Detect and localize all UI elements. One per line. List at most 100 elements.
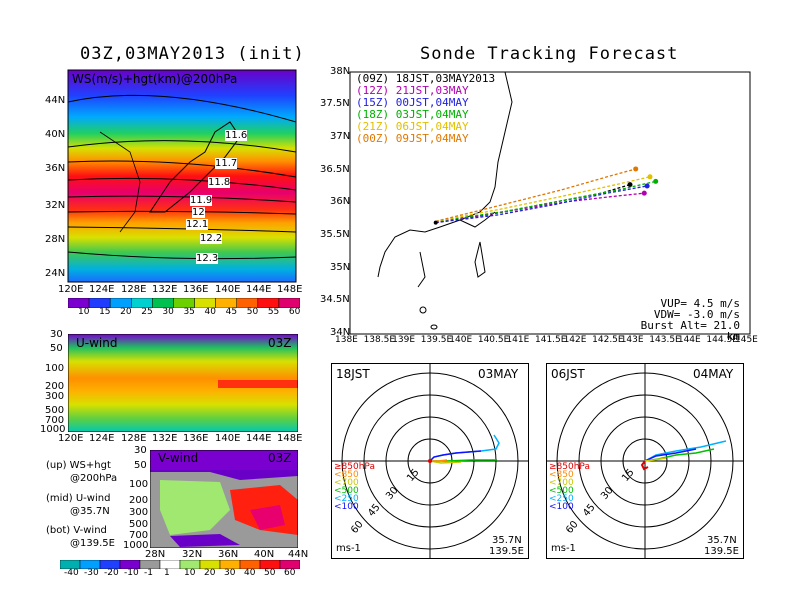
v-y-label: 200 xyxy=(129,495,149,506)
coastline xyxy=(417,251,426,288)
level-entry: ≥850hPa xyxy=(334,462,375,472)
colorbar-label: 20 xyxy=(204,568,216,578)
track-x-label: 140E xyxy=(449,335,473,345)
track-y-label: 37.5N xyxy=(320,98,350,109)
left-title: 03Z,03MAY2013 (init) xyxy=(80,44,305,64)
vup-value: VUP= 4.5 m/s xyxy=(660,297,740,310)
hodo-right-lat: 35.7N xyxy=(707,535,737,546)
track-x-label: 142E xyxy=(563,335,587,345)
track-endpoint xyxy=(644,183,650,189)
contour-label: 12.2 xyxy=(200,233,223,244)
island xyxy=(430,324,438,330)
lat-label: 44N xyxy=(45,95,66,106)
track-y-label: 36.5N xyxy=(320,164,350,175)
u-wind-time: 03Z xyxy=(268,336,292,350)
v-y-label: 300 xyxy=(129,507,149,518)
u-y-label: 30 xyxy=(50,329,63,340)
v-colorbar-labels: -40 -30 -20 -10 -1 1 10 20 30 40 50 60 xyxy=(60,568,310,580)
level-entry: <500 xyxy=(334,486,359,496)
legend-entry: (09Z) 18JST,03MAY2013 xyxy=(356,72,496,85)
track-endpoint xyxy=(627,182,633,188)
v-y-label: 100 xyxy=(129,479,149,490)
track-x-label: 141.5E xyxy=(535,335,567,345)
u-y-label: 50 xyxy=(50,343,63,354)
track-x-label: 141E xyxy=(506,335,530,345)
u-y-label: 300 xyxy=(45,391,65,402)
v-wind-panel xyxy=(150,450,298,548)
level-entry: <700 xyxy=(549,478,574,488)
v-y-label: 700 xyxy=(129,530,149,541)
u-y-label: 1000 xyxy=(40,424,66,435)
hodo-right-units: ms-1 xyxy=(551,543,576,554)
track-x-label: 139E xyxy=(392,335,416,345)
v-x-label: 36N xyxy=(218,549,239,560)
track-y-label: 35N xyxy=(330,262,351,273)
colorbar-label: 20 xyxy=(120,307,132,317)
track-line xyxy=(435,168,636,222)
lon-label: 144E xyxy=(246,284,272,295)
lon-label: 132E xyxy=(152,284,178,295)
lat-label: 24N xyxy=(45,268,66,279)
contour-label: 12.3 xyxy=(196,253,219,264)
contour-label: 11.6 xyxy=(225,130,248,141)
contour-label: 12.1 xyxy=(186,219,209,230)
level-entry: <250 xyxy=(334,494,359,504)
contour-label: 12 xyxy=(192,207,205,218)
track-x-label: 144.5E xyxy=(706,335,738,345)
hodo-left-lon: 139.5E xyxy=(489,546,524,557)
lat-label: 40N xyxy=(45,129,66,140)
note-up-level: @200hPa xyxy=(70,473,118,484)
u-x-label: 132E xyxy=(152,433,178,444)
ws-colorbar xyxy=(68,298,300,308)
level-entry: <500 xyxy=(549,486,574,496)
level-entry: <700 xyxy=(334,478,359,488)
lon-label: 136E xyxy=(183,284,209,295)
track-y-label: 34.5N xyxy=(320,294,350,305)
track-x-label: 144E xyxy=(677,335,701,345)
colorbar-label: 40 xyxy=(204,307,216,317)
track-x-label: 143.5E xyxy=(649,335,681,345)
contour-label: 11.9 xyxy=(190,195,213,206)
lon-label: 128E xyxy=(121,284,147,295)
colorbar-label: 25 xyxy=(141,307,153,317)
colorbar-label: 60 xyxy=(288,307,301,317)
legend-entry: (12Z) 21JST,03MAY xyxy=(356,84,469,97)
track-y-label: 38N xyxy=(330,66,351,77)
track-x-label: 140.5E xyxy=(477,335,510,345)
level-entry: <850 xyxy=(334,470,359,480)
level-entry: <100 xyxy=(334,502,359,512)
colorbar-label: -40 xyxy=(64,568,79,578)
note-mid-level: @35.7N xyxy=(70,506,110,517)
colorbar-label: 15 xyxy=(99,307,111,317)
contour-label: 11.7 xyxy=(215,158,238,169)
island xyxy=(419,306,427,314)
note-up: (up) WS+hgt xyxy=(46,460,111,471)
v-x-label: 28N xyxy=(145,549,166,560)
u-wind-panel xyxy=(68,334,298,432)
track-endpoint xyxy=(653,178,659,184)
colorbar-label: 45 xyxy=(225,307,238,317)
hodograph-left xyxy=(331,363,529,559)
u-y-label: 200 xyxy=(45,381,65,392)
track-endpoint xyxy=(647,174,653,180)
u-y-label: 100 xyxy=(45,363,65,374)
v-y-label: 50 xyxy=(134,460,147,471)
u-y-label: 500 xyxy=(45,405,65,416)
colorbar-label: 55 xyxy=(267,307,280,317)
launch-params: VUP= 4.5 m/s VDW= -3.0 m/s Burst Alt= 21… xyxy=(636,298,740,342)
colorbar-label: 35 xyxy=(183,307,195,317)
colorbar-label: -30 xyxy=(84,568,99,578)
colorbar-label: 30 xyxy=(162,307,174,317)
hodo-right-time: 06JST xyxy=(551,367,585,381)
note-bot-level: @139.5E xyxy=(70,538,115,549)
right-title: Sonde Tracking Forecast xyxy=(420,44,679,64)
track-x-label: 143E xyxy=(620,335,644,345)
u-y-label: 700 xyxy=(45,415,65,426)
track-y-label: 35.5N xyxy=(320,229,350,240)
legend-entry: (15Z) 00JST,04MAY xyxy=(356,96,469,109)
colorbar-label: 50 xyxy=(264,568,276,578)
ws-map-label: WS(m/s)+hgt(km)@200hPa xyxy=(72,72,238,86)
track-x-labels: 138E 138.5E 139E 139.5E 140E 140.5E 141E 141.5E… xyxy=(335,335,765,347)
track-x-label: 142.5E xyxy=(592,335,624,345)
v-y-label: 500 xyxy=(129,519,149,530)
